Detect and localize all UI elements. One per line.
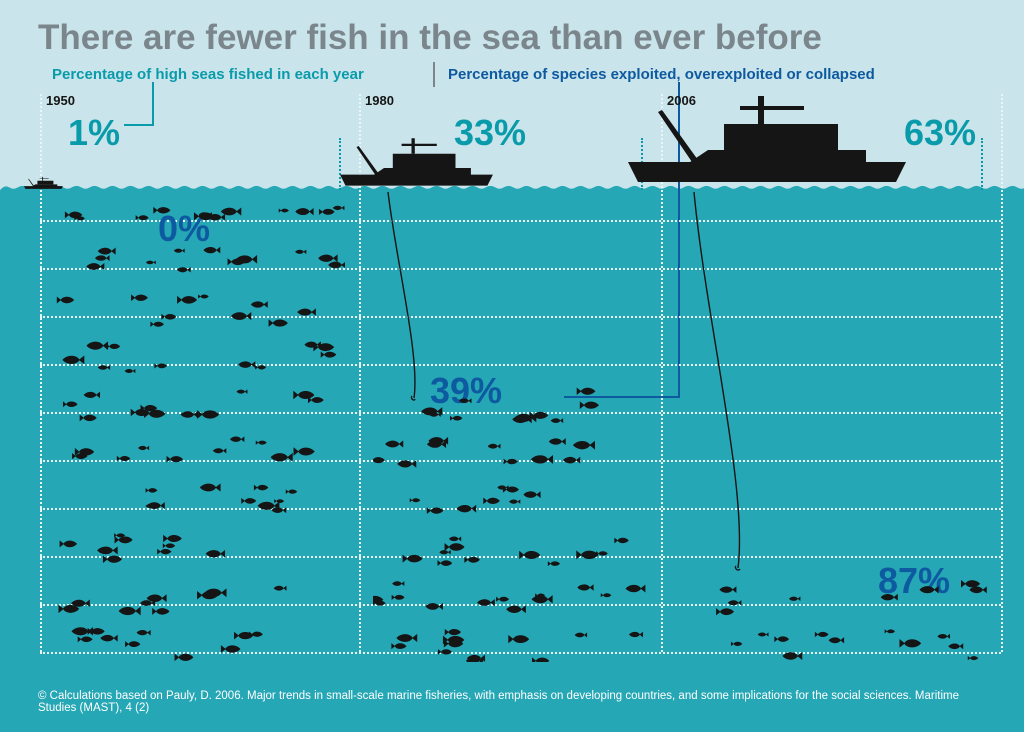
subtitle-divider xyxy=(433,62,435,87)
subtitle-exploited: Percentage of species exploited, overexp… xyxy=(448,66,875,83)
fish-group xyxy=(675,200,987,662)
year-label: 1950 xyxy=(46,93,75,108)
main-title: There are fewer fish in the sea than eve… xyxy=(38,18,822,58)
leader-line-fished xyxy=(124,82,154,126)
fish-group xyxy=(373,200,647,662)
subtitle-fished: Percentage of high seas fished in each y… xyxy=(52,66,364,83)
boat-icon xyxy=(24,176,63,198)
footnote-text: © Calculations based on Pauly, D. 2006. … xyxy=(38,690,986,714)
fish-group xyxy=(54,200,345,662)
year-label: 1980 xyxy=(365,93,394,108)
boat-icon xyxy=(628,90,908,215)
fished-percentage: 1% xyxy=(68,112,120,154)
fished-percentage: 63% xyxy=(904,112,976,154)
boat-icon xyxy=(340,135,494,206)
